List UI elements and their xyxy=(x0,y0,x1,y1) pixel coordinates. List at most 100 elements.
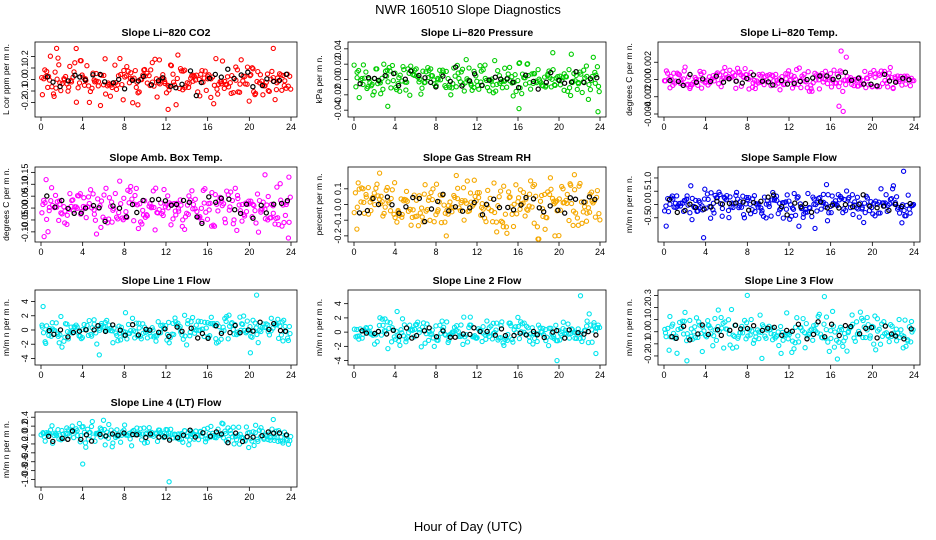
x-tick-label: 0 xyxy=(661,247,666,257)
data-point xyxy=(667,201,673,207)
reference-points xyxy=(669,319,914,343)
reference-point xyxy=(530,78,537,85)
reference-point xyxy=(523,194,529,201)
data-point xyxy=(385,79,391,85)
data-point xyxy=(522,213,528,219)
data-point xyxy=(407,206,413,213)
reference-point xyxy=(744,75,750,82)
x-tick-label: 8 xyxy=(122,492,127,502)
series-points xyxy=(351,170,603,242)
reference-point xyxy=(78,436,84,443)
data-point xyxy=(504,84,510,90)
reference-points xyxy=(46,427,290,446)
data-point xyxy=(397,88,403,94)
reference-point xyxy=(792,200,798,206)
data-point xyxy=(692,334,699,341)
data-point xyxy=(95,196,101,202)
x-tick-label: 24 xyxy=(595,370,605,380)
data-point xyxy=(165,193,171,199)
data-point xyxy=(73,45,79,52)
data-point xyxy=(41,233,47,240)
reference-point xyxy=(402,76,408,82)
data-point xyxy=(546,191,553,198)
reference-point xyxy=(477,328,483,335)
data-point xyxy=(719,205,726,212)
data-point xyxy=(821,293,828,300)
reference-point xyxy=(479,82,485,89)
data-point xyxy=(836,339,842,345)
data-point xyxy=(872,213,878,219)
data-point xyxy=(535,66,541,73)
data-point xyxy=(483,336,489,342)
reference-point xyxy=(52,204,58,210)
reference-point xyxy=(770,192,777,198)
data-point xyxy=(252,422,259,428)
data-point xyxy=(275,215,281,221)
data-point xyxy=(214,86,220,92)
data-point xyxy=(70,197,76,203)
data-point xyxy=(240,313,247,319)
data-point xyxy=(691,329,697,335)
data-point xyxy=(69,423,75,429)
reference-point xyxy=(733,200,739,206)
data-point xyxy=(867,333,873,339)
data-point xyxy=(445,339,451,346)
reference-point xyxy=(245,327,252,333)
data-point xyxy=(40,303,46,310)
data-point xyxy=(231,217,237,223)
data-point xyxy=(52,192,59,199)
x-tick-label: 20 xyxy=(244,370,254,380)
data-point xyxy=(591,320,597,326)
reference-point xyxy=(69,428,76,434)
reference-point xyxy=(46,433,52,439)
data-point xyxy=(443,84,449,91)
reference-point xyxy=(237,210,244,217)
data-point xyxy=(227,204,233,210)
y-tick-label: -2 xyxy=(333,342,343,350)
reference-point xyxy=(541,209,547,215)
series-points xyxy=(39,45,294,113)
reference-point xyxy=(77,74,83,80)
data-point xyxy=(526,338,533,344)
data-point xyxy=(593,350,599,357)
y-tick-label: -0.10 xyxy=(20,222,30,243)
reference-point xyxy=(581,331,587,337)
reference-point xyxy=(143,434,149,441)
data-point xyxy=(141,66,148,73)
x-tick-label: 8 xyxy=(745,247,750,257)
data-point xyxy=(384,319,390,325)
reference-point xyxy=(750,199,757,206)
data-point xyxy=(548,186,554,192)
data-point xyxy=(730,332,736,338)
data-point xyxy=(387,208,394,214)
data-point xyxy=(136,325,142,331)
data-point xyxy=(66,84,72,90)
data-point xyxy=(389,62,396,69)
data-point xyxy=(355,180,361,186)
data-point xyxy=(696,319,702,325)
data-point xyxy=(826,348,832,355)
reference-point xyxy=(435,198,441,205)
data-point xyxy=(838,326,845,333)
reference-point xyxy=(828,321,835,327)
reference-point xyxy=(413,332,420,339)
data-point xyxy=(738,83,744,89)
series-points xyxy=(661,168,917,241)
reference-point xyxy=(408,68,414,74)
data-point xyxy=(849,192,856,198)
data-point xyxy=(785,68,792,74)
data-point xyxy=(458,69,464,75)
data-point xyxy=(43,323,50,329)
data-point xyxy=(107,93,114,99)
data-point xyxy=(57,332,63,338)
data-point xyxy=(360,81,366,88)
data-point xyxy=(792,324,799,330)
data-point xyxy=(244,81,250,87)
reference-point xyxy=(129,77,136,84)
data-point xyxy=(475,194,482,201)
data-point xyxy=(198,205,205,211)
reference-point xyxy=(740,199,746,205)
panel-title: Slope Line 4 (LT) Flow xyxy=(111,397,222,409)
